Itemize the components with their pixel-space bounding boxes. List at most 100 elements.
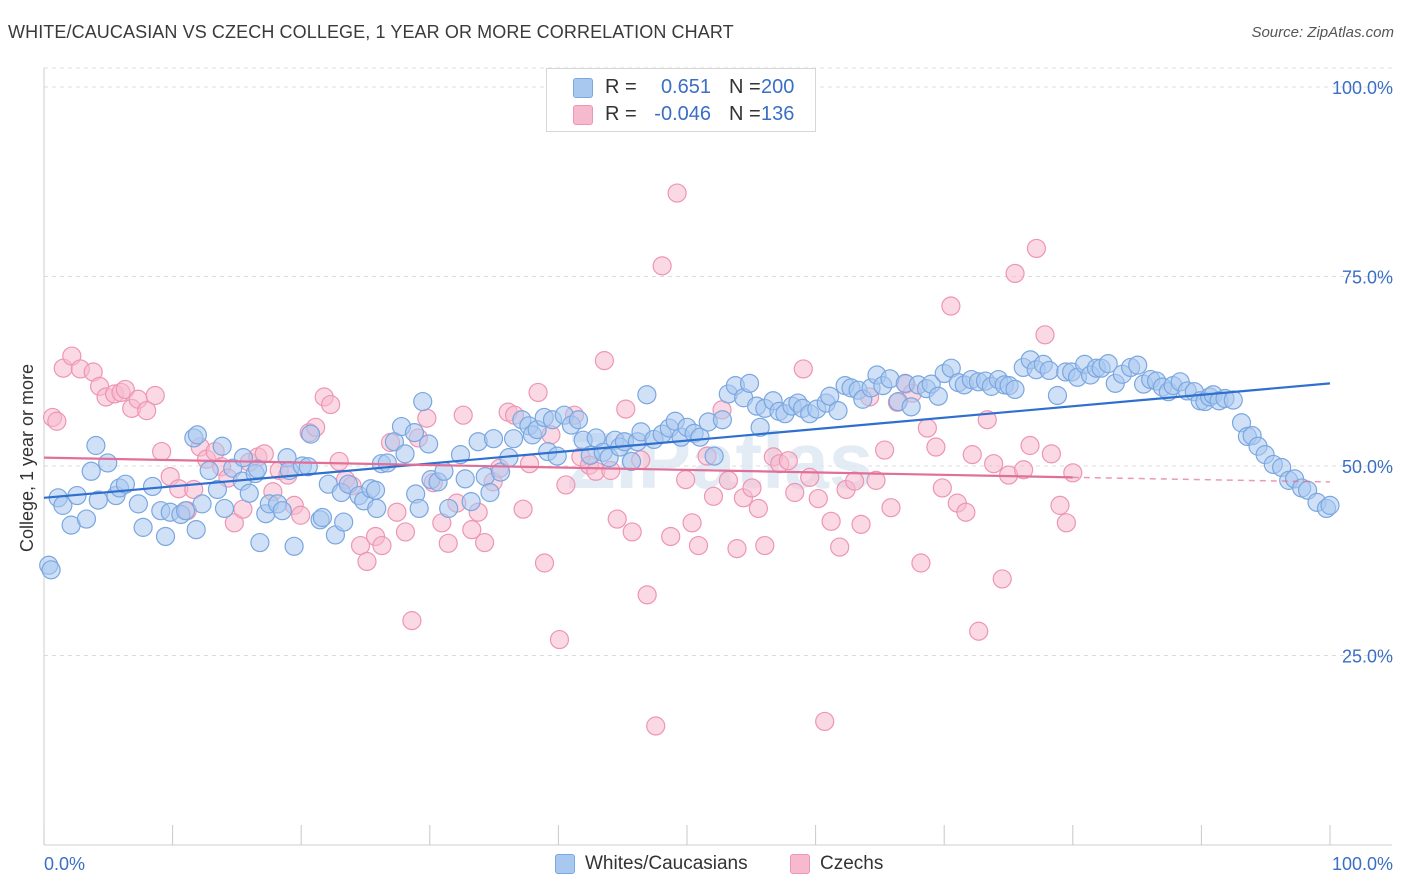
legend-row-czechs: R = -0.046 N = 136 xyxy=(547,102,815,128)
x-tick-labels: 0.0% 100.0% xyxy=(44,854,1393,874)
whites-point xyxy=(367,498,387,519)
whites-point xyxy=(547,446,567,466)
czechs-point xyxy=(778,451,798,471)
legend-row-whites: R = 0.651 N = 200 xyxy=(547,75,815,101)
whites-point xyxy=(828,401,848,421)
whites-point xyxy=(690,427,710,447)
czechs-point xyxy=(932,478,952,498)
whites-point xyxy=(334,512,354,532)
whites-point xyxy=(187,425,207,445)
x-tick-label: 0.0% xyxy=(44,854,85,874)
legend-n-label: N = xyxy=(729,76,761,98)
whites-point xyxy=(133,517,153,537)
source-note: Source: ZipAtlas.com xyxy=(1251,24,1394,41)
whites-point xyxy=(250,532,270,553)
legend-swatch-czechs xyxy=(790,854,810,874)
czechs-point xyxy=(911,553,931,573)
whites-point xyxy=(76,509,97,529)
czechs-trend-extension xyxy=(1072,476,1331,483)
czechs-point xyxy=(462,520,482,540)
czechs-point xyxy=(661,526,681,547)
czechs-point xyxy=(594,351,614,371)
whites-point xyxy=(750,417,770,437)
whites-point xyxy=(1047,385,1068,406)
czechs-point xyxy=(727,539,747,559)
legend-r-label: R = xyxy=(605,103,637,125)
czechs-point xyxy=(830,537,850,557)
czechs-point xyxy=(984,454,1004,474)
whites-point xyxy=(86,435,106,456)
whites-point xyxy=(284,536,304,556)
czechs-point xyxy=(992,569,1012,589)
czechs-point xyxy=(47,411,67,431)
whites-point xyxy=(480,482,500,503)
czechs-point xyxy=(748,498,768,519)
czechs-point xyxy=(682,513,702,533)
legend-r-label: R = xyxy=(605,76,637,98)
czechs-point xyxy=(233,499,253,519)
czechs-point xyxy=(1063,463,1083,483)
czechs-point xyxy=(845,471,865,491)
czechs-point xyxy=(549,629,570,650)
czechs-point xyxy=(941,296,961,316)
axes xyxy=(43,68,1392,846)
legend-label-czechs: Czechs xyxy=(820,853,884,874)
czechs-point xyxy=(851,514,871,534)
czechs-point xyxy=(1026,238,1047,259)
whites-point xyxy=(461,492,481,512)
czechs-point xyxy=(453,405,473,425)
czechs-point xyxy=(667,183,687,203)
czechs-point xyxy=(528,382,548,403)
whites-point xyxy=(621,451,642,472)
czechs-point xyxy=(556,475,576,495)
whites-point xyxy=(712,410,732,430)
whites-point xyxy=(155,526,176,547)
czechs-point xyxy=(874,440,895,460)
whites-point xyxy=(41,560,61,580)
czechs-point xyxy=(755,535,775,556)
czechs-point xyxy=(329,451,349,472)
whites-point xyxy=(115,474,136,494)
whites-point xyxy=(413,391,433,412)
whites-point xyxy=(312,507,333,528)
czechs-point xyxy=(145,385,165,406)
czechs-point xyxy=(808,488,828,509)
czechs-point xyxy=(357,551,377,572)
whites-point xyxy=(239,483,259,503)
y-tick-label: 100.0% xyxy=(1332,78,1393,98)
whites-point xyxy=(409,498,429,519)
legend-r-value: -0.046 xyxy=(654,103,711,125)
whites-point xyxy=(377,453,397,473)
y-tick-label: 75.0% xyxy=(1342,267,1393,287)
whites-point xyxy=(820,386,840,406)
legend-swatch-whites xyxy=(573,78,593,98)
whites-point xyxy=(928,386,948,406)
whites-point xyxy=(439,498,459,519)
czechs-point xyxy=(1014,460,1034,480)
legend-n-label: N = xyxy=(729,103,761,125)
czechs-point xyxy=(137,401,157,421)
czechs-point xyxy=(703,486,724,506)
czechs-point xyxy=(291,505,311,525)
czechs-point xyxy=(956,502,976,522)
correlation-legend: R = 0.651 N = 200 R = -0.046 N = 136 xyxy=(546,68,816,132)
whites-point xyxy=(207,479,228,500)
y-tick-labels: 100.0% 75.0% 50.0% 25.0% xyxy=(1332,78,1393,667)
whites-point xyxy=(365,480,386,500)
czechs-point xyxy=(622,522,642,542)
y-tick-label: 50.0% xyxy=(1342,457,1393,477)
chart-title: WHITE/CAUCASIAN VS CZECH COLLEGE, 1 YEAR… xyxy=(8,22,734,42)
whites-point xyxy=(214,498,235,519)
legend-n-value: 136 xyxy=(761,103,795,125)
czechs-point xyxy=(785,482,805,503)
czechs-point xyxy=(637,585,657,605)
czechs-point xyxy=(616,399,636,419)
czechs-point xyxy=(1056,513,1076,533)
whites-point xyxy=(1128,355,1148,375)
whites-point xyxy=(1320,495,1340,515)
czechs-point xyxy=(534,553,555,573)
czechs-point xyxy=(152,441,172,462)
whites-trend-line xyxy=(43,382,1331,499)
whites-point xyxy=(404,423,425,443)
